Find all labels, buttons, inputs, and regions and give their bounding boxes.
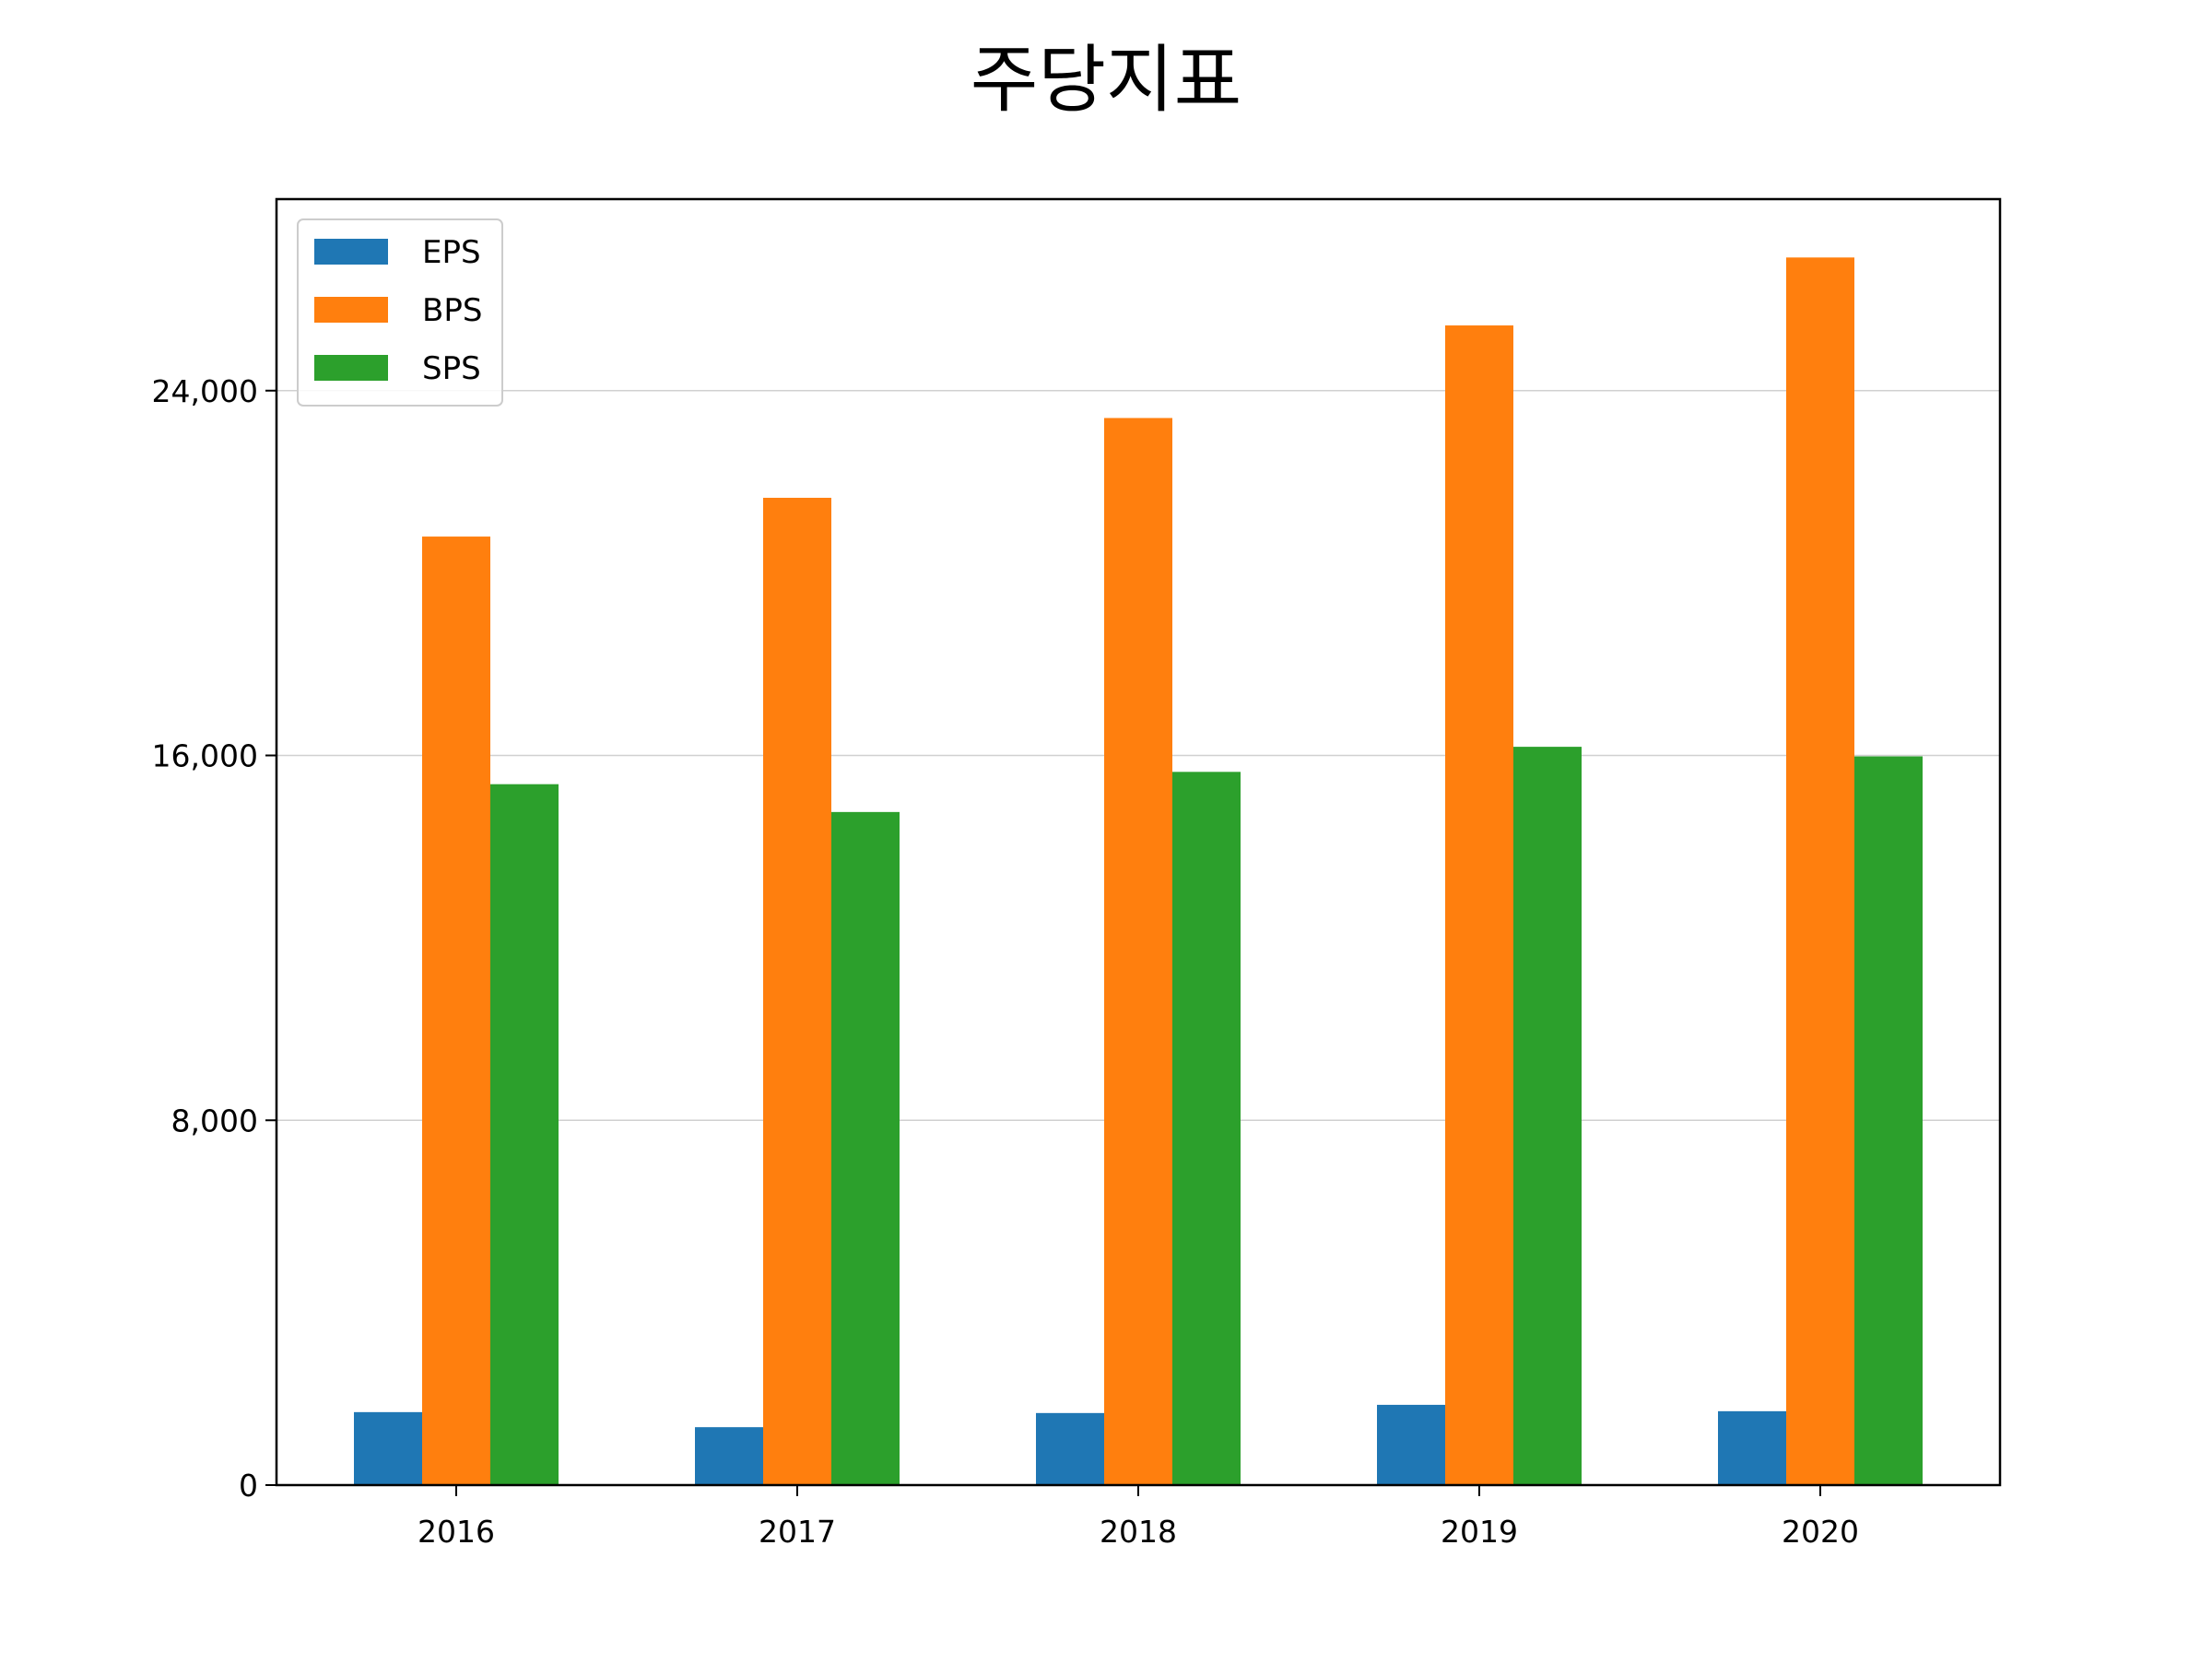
bar-eps-2017 <box>695 1427 763 1485</box>
bar-sps-2019 <box>1513 747 1582 1485</box>
chart-title: 주당지표 <box>970 37 1242 123</box>
legend-label-bps: BPS <box>422 292 482 329</box>
bar-bps-2018 <box>1104 418 1172 1486</box>
y-tick-label: 0 <box>239 1468 258 1504</box>
bar-bps-2016 <box>422 537 490 1485</box>
legend: EPS BPS SPS <box>297 218 503 407</box>
bar-eps-2018 <box>1036 1412 1104 1485</box>
bar-sps-2020 <box>1854 756 1923 1485</box>
x-tick-label: 2016 <box>418 1514 495 1550</box>
y-tick-label: 8,000 <box>171 1103 258 1138</box>
bar-sps-2016 <box>490 784 559 1485</box>
bar-bps-2017 <box>763 498 831 1486</box>
bar-sps-2017 <box>831 811 900 1485</box>
y-tick-label: 16,000 <box>152 738 258 774</box>
x-tick-label: 2018 <box>1100 1514 1177 1550</box>
legend-swatch-bps <box>314 297 388 323</box>
y-tick-label: 24,000 <box>152 373 258 409</box>
bar-bps-2020 <box>1786 257 1854 1486</box>
bar-bps-2019 <box>1445 325 1513 1485</box>
legend-swatch-sps <box>314 355 388 381</box>
bars-layer <box>354 257 1923 1486</box>
bar-eps-2019 <box>1377 1404 1445 1485</box>
bar-eps-2020 <box>1718 1410 1786 1485</box>
x-tick-label: 2017 <box>759 1514 836 1550</box>
bar-eps-2016 <box>354 1411 422 1485</box>
x-tick-label: 2019 <box>1441 1514 1518 1550</box>
legend-label-eps: EPS <box>422 234 481 271</box>
bar-sps-2018 <box>1172 772 1241 1485</box>
legend-label-sps: SPS <box>422 350 481 387</box>
axis-layer: 0 8,000 16,000 24,000 2016 2017 2018 2019 2020 <box>152 373 1859 1550</box>
x-tick-label: 2020 <box>1782 1514 1859 1550</box>
legend-swatch-eps <box>314 239 388 265</box>
